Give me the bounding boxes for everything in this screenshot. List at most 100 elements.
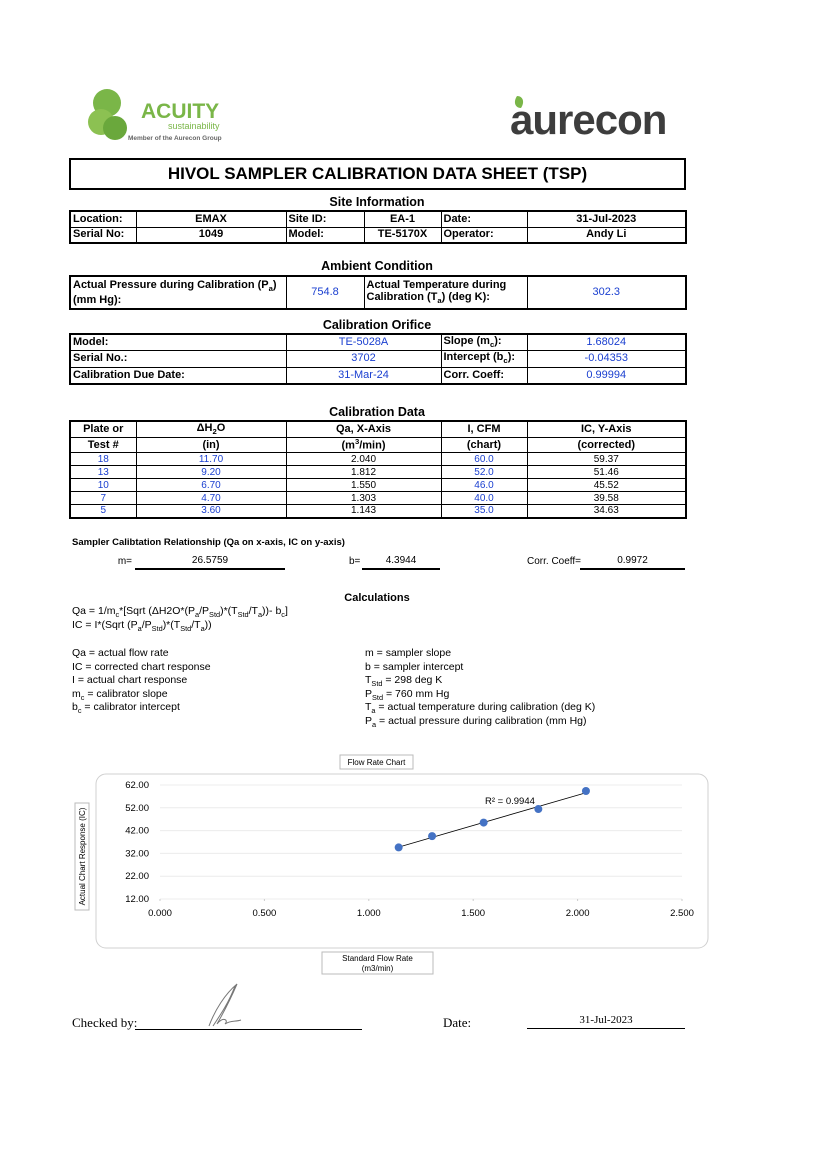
y-label-box <box>74 802 90 911</box>
formula-line: m = sampler slope <box>365 647 452 659</box>
subscript: a <box>257 610 263 620</box>
cell: 1.303 <box>285 491 442 506</box>
subscript: Std <box>180 624 192 634</box>
x-tick-label: 0.500 <box>253 908 277 919</box>
cell: 2.040 <box>285 452 442 467</box>
checked-label: Checked by: <box>72 1015 138 1030</box>
cell: 1.550 <box>285 478 442 493</box>
cell: 52.0 <box>440 465 528 480</box>
ambient-table: Actual Pressure during Calibration (Pa) … <box>69 275 687 310</box>
cell: 1.812 <box>285 465 442 480</box>
section-heading: Calibration Orifice <box>322 318 432 332</box>
subscript: Std <box>209 610 221 620</box>
cell: 13 <box>69 465 137 480</box>
cell: 46.0 <box>440 478 528 493</box>
text: T <box>365 701 372 713</box>
value: 4.3944 <box>362 555 440 570</box>
formula-line: Qa = actual flow rate <box>72 647 169 659</box>
cell: -0.04353 <box>526 350 687 368</box>
formula-line: Qa = 1/mc*[Sqrt (ΔH2O*(Pa/PStd)*(TStd/Ta… <box>72 605 288 619</box>
subscript: Std <box>237 610 249 620</box>
text: (m <box>341 439 355 452</box>
label: m= <box>117 556 132 567</box>
subscript: c <box>77 706 82 716</box>
cell: TE-5028A <box>285 333 442 352</box>
cell: (m3/min) <box>285 437 442 454</box>
cell: 11.70 <box>135 452 287 467</box>
cell: Model: <box>285 226 365 244</box>
cell: Andy Li <box>526 226 687 244</box>
text: /P <box>199 605 210 617</box>
text: /min) <box>359 439 386 452</box>
cell: 18 <box>69 452 137 467</box>
cell: Intercept (bc): <box>440 350 528 368</box>
cell: Location: <box>69 210 137 228</box>
text: = actual pressure during calibration (mm… <box>376 714 587 727</box>
acuity-sub: sustainability <box>168 121 220 131</box>
cell: 39.58 <box>526 491 687 506</box>
cell: Operator: <box>440 226 528 244</box>
x-label-box <box>321 951 434 975</box>
subscript: Std <box>371 679 383 689</box>
subscript: c <box>281 610 285 620</box>
cell: 60.0 <box>440 452 528 467</box>
section-heading: Ambient Condition <box>321 259 433 273</box>
text: P <box>365 714 373 727</box>
label: b= <box>349 556 361 567</box>
cell: Serial No: <box>69 226 137 244</box>
y-tick-label: 22.00 <box>125 871 149 882</box>
subscript: a <box>371 706 376 716</box>
cell: Actual Pressure during Calibration (Pa) … <box>69 275 287 310</box>
text: = actual temperature during calibration … <box>375 701 596 713</box>
orifice-table: Model: TE-5028A Slope (mc): 1.68024 Serial N… <box>69 333 687 385</box>
y-axis-label: Actual Chart Response (IC) <box>78 807 87 905</box>
acuity-logo: ACUITY sustainability Member of the Aure… <box>88 89 222 142</box>
cell: 7 <box>69 491 137 506</box>
text: m <box>72 687 81 700</box>
label: Corr. Coeff= <box>527 556 582 567</box>
y-tick-label: 32.00 <box>125 848 149 859</box>
text: /T <box>191 619 201 631</box>
cell: Plate or <box>69 420 137 438</box>
date-value: 31-Jul-2023 <box>527 1014 685 1029</box>
formula-line: bc = calibrator intercept <box>72 701 180 715</box>
date-label: Date: <box>443 1015 472 1030</box>
cell: 1049 <box>135 226 287 244</box>
subscript: a <box>372 719 377 729</box>
text: /P <box>141 619 152 631</box>
value: 0.9972 <box>580 555 685 570</box>
annotation: R² = 0.9944 <box>485 796 535 807</box>
y-tick-label: 12.00 <box>125 894 149 905</box>
text: )*(T <box>220 605 238 617</box>
formula-line: I = actual chart response <box>72 674 188 686</box>
value: 26.5759 <box>135 555 285 570</box>
text: Slope (m <box>443 335 490 347</box>
subscript: c <box>503 356 508 366</box>
x-tick-label: 1.500 <box>461 908 485 919</box>
chart-title: Flow Rate Chart <box>348 758 407 767</box>
point <box>479 818 488 827</box>
text: )) <box>204 619 212 631</box>
text: ): <box>494 335 502 347</box>
cell: 10 <box>69 478 137 493</box>
cell: 45.52 <box>526 478 687 493</box>
subscript: a <box>137 624 142 634</box>
point <box>581 786 590 795</box>
subscript: Std <box>372 692 384 702</box>
text: = calibrator intercept <box>81 701 180 713</box>
text: Qa = 1/m <box>72 605 116 617</box>
cell: IC, Y-Axis <box>526 420 687 438</box>
formula-line: IC = I*(Sqrt (Pa/PStd)*(TStd/Ta)) <box>72 619 212 633</box>
cell: (corrected) <box>526 437 687 454</box>
cell: 40.0 <box>440 491 528 506</box>
text: ΔH <box>196 422 213 434</box>
text: ): <box>507 351 516 364</box>
cell: Site ID: <box>285 210 365 228</box>
aurecon-name: aurecon <box>510 96 666 142</box>
text: ) (mm Hg): <box>73 278 277 306</box>
text: *[Sqrt (ΔH2O*(P <box>119 605 196 617</box>
signature-line <box>135 1029 362 1030</box>
cell: Test # <box>69 437 137 454</box>
formula-line: Ta = actual temperature during calibrati… <box>365 701 595 715</box>
formula-line: PStd = 760 mm Hg <box>365 688 449 702</box>
